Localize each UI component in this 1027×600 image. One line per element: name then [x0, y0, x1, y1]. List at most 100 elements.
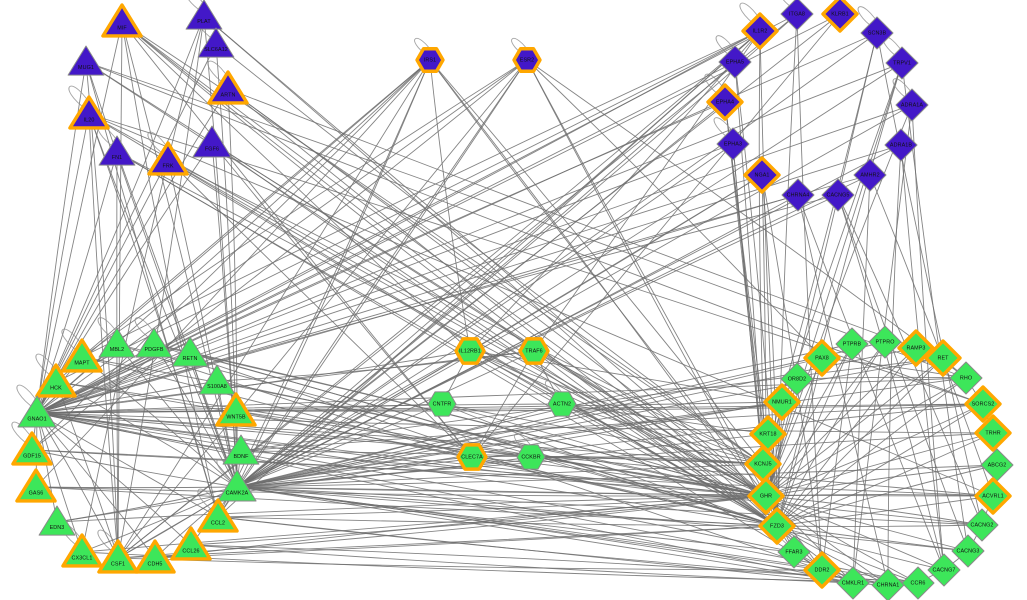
graph-node-il1r2[interactable] [741, 12, 779, 50]
graph-node-scn3b[interactable] [860, 16, 894, 50]
graph-node-trhr[interactable] [974, 414, 1012, 452]
graph-node-klrb1[interactable] [821, 0, 859, 33]
graph-node-itga8[interactable] [780, 0, 814, 31]
graph-node-edn3[interactable] [38, 505, 76, 536]
self-loop-edge [97, 317, 122, 341]
graph-node-cmklr1[interactable] [836, 566, 870, 600]
graph-node-plat[interactable] [185, 0, 223, 30]
graph-node-ramp3[interactable] [897, 329, 935, 367]
graph-edge [526, 59, 967, 379]
graph-node-bdnf[interactable] [222, 434, 260, 465]
graph-node-ptprb[interactable] [835, 327, 869, 361]
graph-edge [55, 381, 238, 488]
graph-node-or8d2[interactable] [780, 362, 814, 396]
graph-edge [796, 13, 823, 571]
graph-edge [88, 113, 119, 559]
graph-node-ccr6[interactable] [901, 566, 935, 600]
graph-node-camk2a[interactable] [217, 469, 257, 502]
graph-edge [761, 174, 778, 527]
graph-node-adra1a[interactable] [895, 88, 929, 122]
graph-node-gas6[interactable] [15, 468, 57, 503]
graph-node-ddr2[interactable] [803, 551, 841, 589]
graph-node-nga1[interactable] [743, 156, 781, 194]
graph-node-adra1b[interactable] [884, 128, 918, 162]
graph-edge [121, 21, 219, 518]
graph-node-acvrl1[interactable] [974, 477, 1012, 515]
graph-node-frk[interactable] [147, 141, 189, 176]
graph-node-cckbr[interactable] [516, 444, 546, 470]
graph-node-mif[interactable] [101, 3, 143, 38]
graph-node-trpv1[interactable] [885, 46, 919, 80]
graph-edge [117, 30, 761, 559]
graph-node-actn2[interactable] [547, 391, 577, 417]
graph-node-fzd3[interactable] [758, 507, 796, 545]
graph-node-retn[interactable] [171, 336, 209, 367]
graph-node-cx3cl1[interactable] [61, 533, 103, 568]
graph-edge [236, 486, 994, 497]
graph-node-mapt[interactable] [61, 338, 103, 373]
graph-edge [561, 403, 764, 465]
graph-node-traf6[interactable] [518, 337, 550, 365]
graph-node-pax8[interactable] [803, 339, 841, 377]
graph-node-amhr2[interactable] [853, 158, 887, 192]
graph-node-irs1[interactable] [415, 47, 445, 73]
graph-edge [765, 104, 913, 497]
graph-node-esr2[interactable] [512, 47, 542, 73]
graph-edge [167, 159, 238, 488]
graph-edge [236, 486, 969, 552]
graph-node-clec7a[interactable] [456, 443, 488, 471]
graph-node-cacng3[interactable] [951, 534, 985, 568]
graph-node-cacng5[interactable] [821, 178, 855, 212]
graph-node-hck[interactable] [35, 363, 77, 398]
graph-node-pdgfb[interactable] [135, 327, 173, 358]
graph-node-chrna4[interactable] [781, 178, 815, 212]
graph-edge [190, 544, 854, 584]
graph-edge [561, 403, 769, 435]
graph-edge [236, 463, 764, 488]
graph-node-cacng2[interactable] [965, 508, 999, 542]
self-loop-edge [188, 0, 209, 13]
graph-node-gnao1[interactable] [17, 395, 57, 428]
graph-edge [189, 352, 238, 488]
graph-node-ccl2[interactable] [197, 498, 239, 533]
graph-node-nmur1[interactable] [763, 383, 801, 421]
graph-node-mbl2[interactable] [98, 327, 136, 358]
graph-node-sorcs2[interactable] [964, 385, 1002, 423]
graph-node-slc6a12[interactable] [197, 27, 235, 58]
node-layer[interactable] [11, 0, 1014, 600]
graph-node-fn1[interactable] [98, 135, 136, 166]
graph-node-ret[interactable] [924, 339, 962, 377]
graph-node-wnt5b[interactable] [215, 392, 257, 427]
graph-node-rho[interactable] [949, 361, 983, 395]
graph-node-il20[interactable] [68, 95, 110, 130]
graph-node-epha3[interactable] [716, 127, 750, 161]
graph-edge [765, 495, 969, 552]
graph-edge [31, 59, 528, 451]
graph-node-cdh5[interactable] [134, 539, 176, 574]
graph-node-gdf15[interactable] [11, 431, 53, 466]
graph-node-cacng7[interactable] [927, 553, 961, 587]
graph-node-ptpro[interactable] [868, 325, 902, 359]
graph-edge [765, 495, 983, 526]
graph-node-cntfr[interactable] [427, 391, 457, 417]
graph-node-il12rb1[interactable] [454, 337, 486, 365]
graph-edge [36, 410, 237, 414]
graph-edge [116, 151, 238, 488]
graph-node-s100a8[interactable] [198, 364, 236, 395]
graph-node-ffar3[interactable] [777, 535, 811, 569]
graph-edge [216, 350, 535, 382]
graph-node-epha5[interactable] [718, 45, 752, 79]
graph-node-csf1[interactable] [97, 539, 139, 574]
graph-node-epha4[interactable] [706, 83, 744, 121]
graph-edge [55, 59, 431, 383]
graph-node-ccl26[interactable] [170, 526, 212, 561]
graph-node-ghr[interactable] [747, 477, 785, 515]
graph-node-artn[interactable] [207, 70, 249, 105]
graph-node-fgf6[interactable] [192, 125, 232, 158]
graph-node-chrna1[interactable] [871, 568, 905, 600]
graph-node-mug1[interactable] [67, 45, 105, 76]
graph-edge [121, 21, 471, 352]
graph-edge [469, 350, 783, 403]
